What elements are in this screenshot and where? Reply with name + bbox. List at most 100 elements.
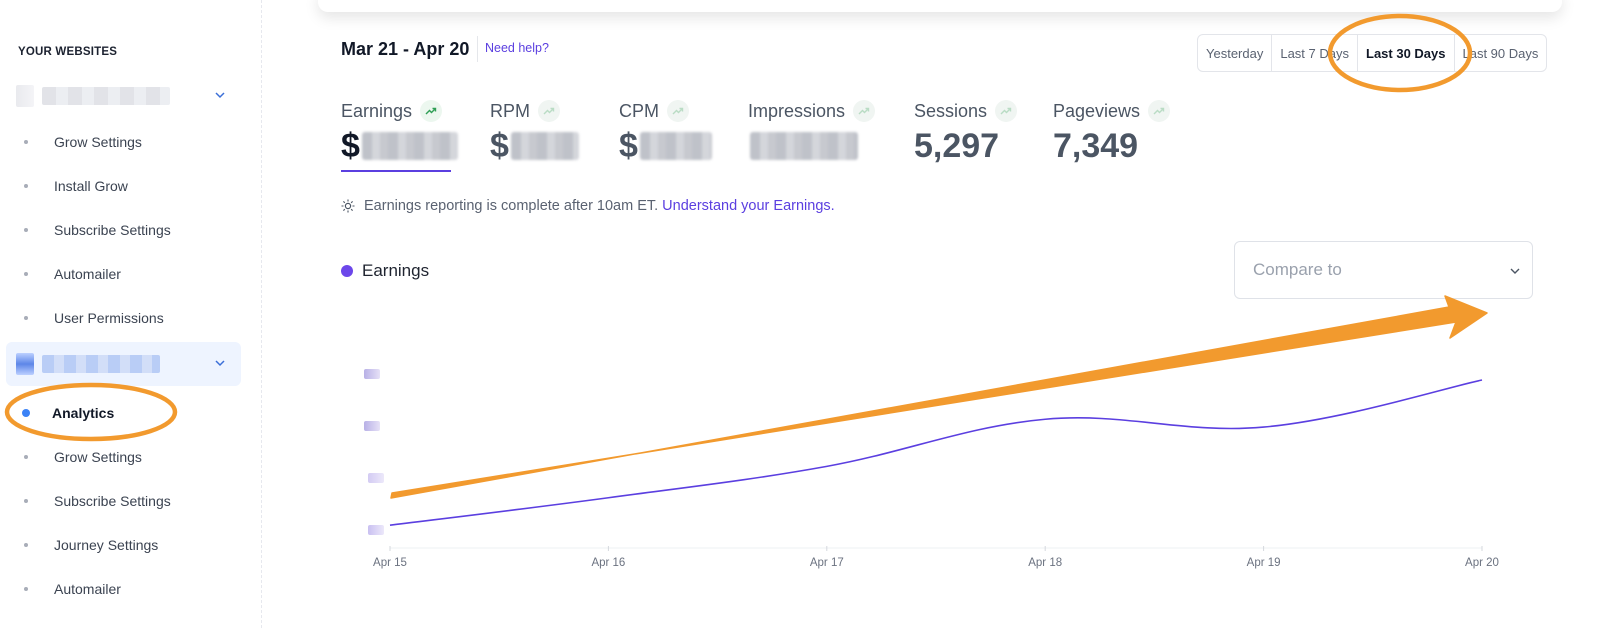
- bullet-icon: [24, 316, 28, 320]
- understand-earnings-link[interactable]: Understand your Earnings.: [662, 198, 835, 214]
- earnings-notice: Earnings reporting is complete after 10a…: [341, 198, 835, 214]
- sidebar-item-automailer[interactable]: Automailer: [24, 578, 121, 600]
- trend-up-icon: [667, 100, 689, 122]
- value-redacted: [510, 132, 579, 160]
- range-last-90-days-button[interactable]: Last 90 Days: [1462, 45, 1539, 61]
- bullet-icon: [24, 272, 28, 276]
- metric-value: 5,297: [914, 126, 1000, 165]
- value-redacted: [750, 132, 858, 160]
- annotation-circle-analytics: [4, 382, 178, 442]
- top-header-shadow: [318, 0, 1562, 12]
- chart-legend: Earnings: [341, 261, 429, 281]
- sidebar-item-automailer[interactable]: Automailer: [24, 263, 121, 285]
- x-axis-tick-label: Apr 16: [591, 557, 626, 569]
- metric-label: Sessions: [914, 100, 988, 121]
- active-metric-underline: [341, 170, 451, 172]
- date-range-selector: Yesterday Last 7 Days Last 30 Days Last …: [1197, 34, 1548, 72]
- sidebar-heading: YOUR WEBSITES: [18, 46, 118, 58]
- sidebar-item-label: Subscribe Settings: [54, 493, 171, 509]
- notice-text: Earnings reporting is complete after 10a…: [364, 198, 659, 214]
- metric-value: $: [341, 126, 360, 165]
- range-last-30-days-button[interactable]: Last 30 Days: [1358, 35, 1455, 71]
- metric-value: $: [490, 126, 509, 165]
- chevron-down-icon: [215, 360, 225, 367]
- sidebar-item-analytics[interactable]: Analytics: [22, 402, 115, 424]
- need-help-link[interactable]: Need help?: [485, 41, 549, 55]
- bullet-icon: [24, 543, 28, 547]
- site-name-redacted: [42, 355, 160, 373]
- metric-rpm[interactable]: RPM $: [490, 100, 579, 166]
- sidebar-item-user-permissions[interactable]: User Permissions: [24, 307, 164, 329]
- metric-value: 7,349: [1053, 126, 1139, 165]
- sidebar: YOUR WEBSITES Grow Settings Install Grow…: [0, 0, 262, 628]
- sidebar-item-label: Install Grow: [54, 178, 128, 194]
- annotation-circle-range: [1327, 13, 1473, 93]
- sidebar-item-subscribe-settings[interactable]: Subscribe Settings: [24, 490, 171, 512]
- metric-value: $: [619, 126, 638, 165]
- x-axis-tick-label: Apr 18: [1028, 557, 1063, 569]
- metric-earnings[interactable]: Earnings $: [341, 100, 458, 166]
- sidebar-item-label: User Permissions: [54, 310, 164, 326]
- sun-icon: [341, 199, 355, 213]
- metric-label: CPM: [619, 100, 659, 121]
- bullet-icon: [24, 228, 28, 232]
- metric-sessions[interactable]: Sessions 5,297: [914, 100, 1018, 166]
- compare-to-placeholder: Compare to: [1253, 260, 1342, 279]
- x-axis-tick-label: Apr 17: [809, 557, 844, 569]
- legend-dot: [341, 265, 353, 277]
- sidebar-item-subscribe-settings[interactable]: Subscribe Settings: [24, 219, 171, 241]
- trend-up-icon: [420, 100, 443, 122]
- sidebar-item-label: Subscribe Settings: [54, 222, 171, 238]
- metric-label: RPM: [490, 100, 530, 121]
- earnings-series-line: [389, 379, 1483, 527]
- website-selector-active[interactable]: [6, 342, 241, 386]
- value-redacted: [639, 132, 712, 160]
- sidebar-item-label: Journey Settings: [54, 537, 159, 553]
- sidebar-item-grow-settings[interactable]: Grow Settings: [24, 446, 142, 468]
- site-favicon: [16, 353, 34, 375]
- chevron-down-icon: [1510, 268, 1520, 274]
- metric-label: Earnings: [341, 100, 413, 121]
- compare-to-select[interactable]: Compare to: [1234, 241, 1533, 299]
- bullet-icon: [24, 499, 28, 503]
- x-axis-tick-label: Apr 15: [373, 557, 407, 569]
- sidebar-item-grow-settings[interactable]: Grow Settings: [24, 131, 142, 153]
- y-axis-label-redacted: [368, 473, 384, 483]
- site-favicon: [16, 85, 34, 107]
- y-axis-label-redacted: [364, 421, 380, 431]
- bullet-icon: [24, 455, 28, 459]
- sidebar-item-label: Analytics: [52, 405, 115, 421]
- sidebar-item-label: Automailer: [54, 581, 121, 597]
- metric-label: Impressions: [748, 100, 846, 121]
- chevron-down-icon: [215, 92, 225, 99]
- metric-impressions[interactable]: Impressions: [748, 100, 876, 166]
- legend-label: Earnings: [362, 261, 430, 280]
- metric-pageviews[interactable]: Pageviews 7,349: [1053, 100, 1171, 166]
- active-dot-icon: [22, 409, 30, 417]
- sidebar-item-label: Grow Settings: [54, 449, 142, 465]
- bullet-icon: [24, 140, 28, 144]
- metric-label: Pageviews: [1053, 100, 1141, 121]
- metric-cpm[interactable]: CPM $: [619, 100, 712, 166]
- bullet-icon: [24, 184, 28, 188]
- website-selector[interactable]: [6, 74, 241, 118]
- x-axis-tick-label: Apr 19: [1246, 557, 1281, 569]
- value-redacted: [361, 132, 458, 160]
- y-axis-label-redacted: [368, 525, 384, 535]
- y-axis-label-redacted: [364, 369, 380, 379]
- sidebar-item-install-grow[interactable]: Install Grow: [24, 175, 128, 197]
- date-range-title: Mar 21 - Apr 20: [341, 39, 470, 59]
- range-yesterday-button[interactable]: Yesterday: [1198, 35, 1273, 71]
- trend-up-icon: [995, 100, 1018, 122]
- trend-up-icon: [538, 100, 560, 122]
- divider: [477, 36, 478, 62]
- trend-up-icon: [853, 100, 876, 122]
- x-axis-tick-label: Apr 20: [1465, 557, 1499, 569]
- site-name-redacted: [42, 87, 170, 105]
- bullet-icon: [24, 587, 28, 591]
- annotation-arrow: [390, 295, 1488, 499]
- sidebar-item-label: Grow Settings: [54, 134, 142, 150]
- sidebar-item-journey-settings[interactable]: Journey Settings: [24, 534, 158, 556]
- sidebar-item-label: Automailer: [54, 266, 121, 282]
